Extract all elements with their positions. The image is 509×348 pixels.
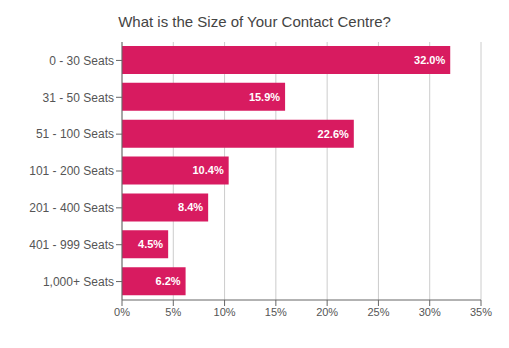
svg-text:22.6%: 22.6% [318,128,349,140]
svg-text:20%: 20% [316,306,338,318]
svg-text:25%: 25% [367,306,389,318]
svg-text:101 - 200 Seats: 101 - 200 Seats [29,164,114,178]
svg-text:32.0%: 32.0% [414,54,445,66]
svg-text:8.4%: 8.4% [178,201,203,213]
svg-text:35%: 35% [470,306,492,318]
svg-text:30%: 30% [419,306,441,318]
svg-text:5%: 5% [165,306,181,318]
svg-text:4.5%: 4.5% [138,238,163,250]
svg-text:10.4%: 10.4% [192,164,223,176]
svg-text:201 - 400 Seats: 201 - 400 Seats [29,201,114,215]
svg-text:15.9%: 15.9% [249,91,280,103]
svg-text:0%: 0% [114,306,130,318]
svg-text:6.2%: 6.2% [156,275,181,287]
svg-text:0 - 30 Seats: 0 - 30 Seats [49,54,114,68]
html-text:What is the Size of Your Conta: What is the Size of Your Contact Centre? [118,13,391,30]
svg-text:51 - 100 Seats: 51 - 100 Seats [36,127,114,141]
svg-text:401 - 999 Seats: 401 - 999 Seats [29,238,114,252]
svg-text:10%: 10% [214,306,236,318]
svg-text:15%: 15% [265,306,287,318]
svg-text:31 - 50 Seats: 31 - 50 Seats [43,91,114,105]
svg-text:1,000+ Seats: 1,000+ Seats [43,275,114,289]
